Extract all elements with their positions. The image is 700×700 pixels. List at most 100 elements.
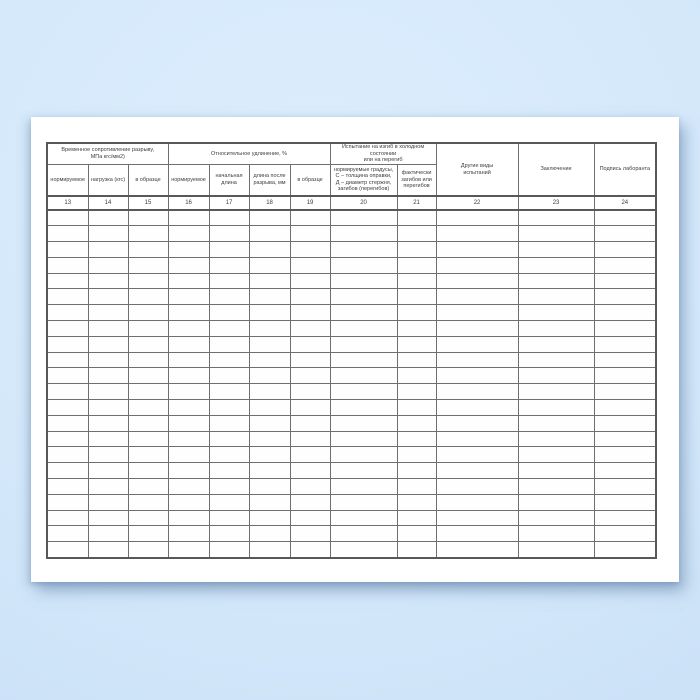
blank-cell <box>248 256 291 274</box>
blank-cell <box>435 209 519 227</box>
blank-cell <box>289 493 331 511</box>
blank-cell <box>593 478 657 495</box>
blank-cell <box>248 383 291 401</box>
blank-cell <box>396 335 437 353</box>
blank-cell <box>517 493 595 511</box>
blank-cell <box>87 304 129 322</box>
blank-cell <box>289 288 331 306</box>
blank-cell <box>517 462 595 480</box>
blank-cell <box>396 367 437 385</box>
blank-cell <box>208 509 250 527</box>
blank-cell <box>127 288 169 306</box>
blank-cell <box>127 478 169 495</box>
blank-cell <box>593 541 657 559</box>
blank-cell <box>127 399 169 416</box>
blank-cell <box>289 414 331 432</box>
blank-cell <box>329 288 398 306</box>
blank-cell <box>517 320 595 337</box>
blank-cell <box>289 272 331 290</box>
blank-cell <box>593 414 657 432</box>
blank-cell <box>208 430 250 448</box>
blank-cell <box>46 493 89 511</box>
blank-cell <box>46 320 89 337</box>
blank-cell <box>87 525 129 543</box>
blank-cell <box>248 351 291 369</box>
blank-cell <box>87 541 129 559</box>
blank-cell <box>167 462 210 480</box>
blank-cell <box>329 493 398 511</box>
blank-cell <box>46 541 89 559</box>
blank-cell <box>167 288 210 306</box>
blank-cell <box>167 351 210 369</box>
blank-cell <box>167 304 210 322</box>
blank-cell <box>396 304 437 322</box>
blank-cell <box>87 478 129 495</box>
blank-cell <box>208 462 250 480</box>
blank-cell <box>329 225 398 243</box>
subheader-normalized-2: нормируемое <box>167 163 210 197</box>
blank-cell <box>435 335 519 353</box>
blank-cell <box>248 478 291 495</box>
blank-cell <box>289 383 331 401</box>
table-header: Временное сопротивление разрыву, МПа кгс… <box>46 142 657 211</box>
blank-cell <box>435 241 519 258</box>
column-number-row: 13 14 15 16 17 18 19 20 21 22 23 24 <box>46 195 657 211</box>
blank-cell <box>87 241 129 258</box>
blank-cell <box>396 430 437 448</box>
column-number: 17 <box>208 195 250 211</box>
blank-form-row <box>46 256 657 274</box>
blank-cell <box>167 209 210 227</box>
blank-cell <box>167 272 210 290</box>
blank-cell <box>517 272 595 290</box>
blank-cell <box>396 272 437 290</box>
blank-cell <box>167 241 210 258</box>
blank-cell <box>208 478 250 495</box>
blank-cell <box>127 414 169 432</box>
blank-cell <box>517 446 595 464</box>
subheader-load-kgs: нагрузка (кгс) <box>87 163 129 197</box>
blank-cell <box>329 462 398 480</box>
blank-cell <box>46 383 89 401</box>
blank-cell <box>396 493 437 511</box>
blank-cell <box>289 446 331 464</box>
table-body <box>46 209 657 559</box>
blank-cell <box>396 462 437 480</box>
blank-cell <box>289 304 331 322</box>
blank-cell <box>517 225 595 243</box>
blank-cell <box>167 430 210 448</box>
blank-cell <box>87 493 129 511</box>
blank-cell <box>248 209 291 227</box>
blank-cell <box>435 541 519 559</box>
blank-cell <box>593 509 657 527</box>
blank-cell <box>87 225 129 243</box>
column-number: 21 <box>396 195 437 211</box>
blank-cell <box>248 541 291 559</box>
blank-cell <box>329 241 398 258</box>
column-number: 19 <box>289 195 331 211</box>
blank-cell <box>289 320 331 337</box>
blank-cell <box>593 525 657 543</box>
blank-cell <box>248 272 291 290</box>
blank-cell <box>593 493 657 511</box>
blank-cell <box>289 509 331 527</box>
blank-cell <box>167 225 210 243</box>
blank-cell <box>167 383 210 401</box>
blank-form-row <box>46 367 657 385</box>
blank-cell <box>593 241 657 258</box>
blank-cell <box>593 367 657 385</box>
blank-cell <box>517 383 595 401</box>
blank-cell <box>248 446 291 464</box>
blank-cell <box>46 509 89 527</box>
header-cold-bend-test: Испытание на изгиб в холодном состоянии … <box>329 142 437 165</box>
blank-cell <box>396 509 437 527</box>
subheader-normalized-degrees: нормируемые градусы, С – толщина оправки… <box>329 163 398 197</box>
blank-form-row <box>46 241 657 258</box>
column-number: 18 <box>248 195 291 211</box>
blank-form-row <box>46 414 657 432</box>
blank-cell <box>46 241 89 258</box>
blank-cell <box>208 383 250 401</box>
blank-cell <box>87 351 129 369</box>
blank-cell <box>329 414 398 432</box>
blank-cell <box>87 256 129 274</box>
blank-cell <box>167 320 210 337</box>
